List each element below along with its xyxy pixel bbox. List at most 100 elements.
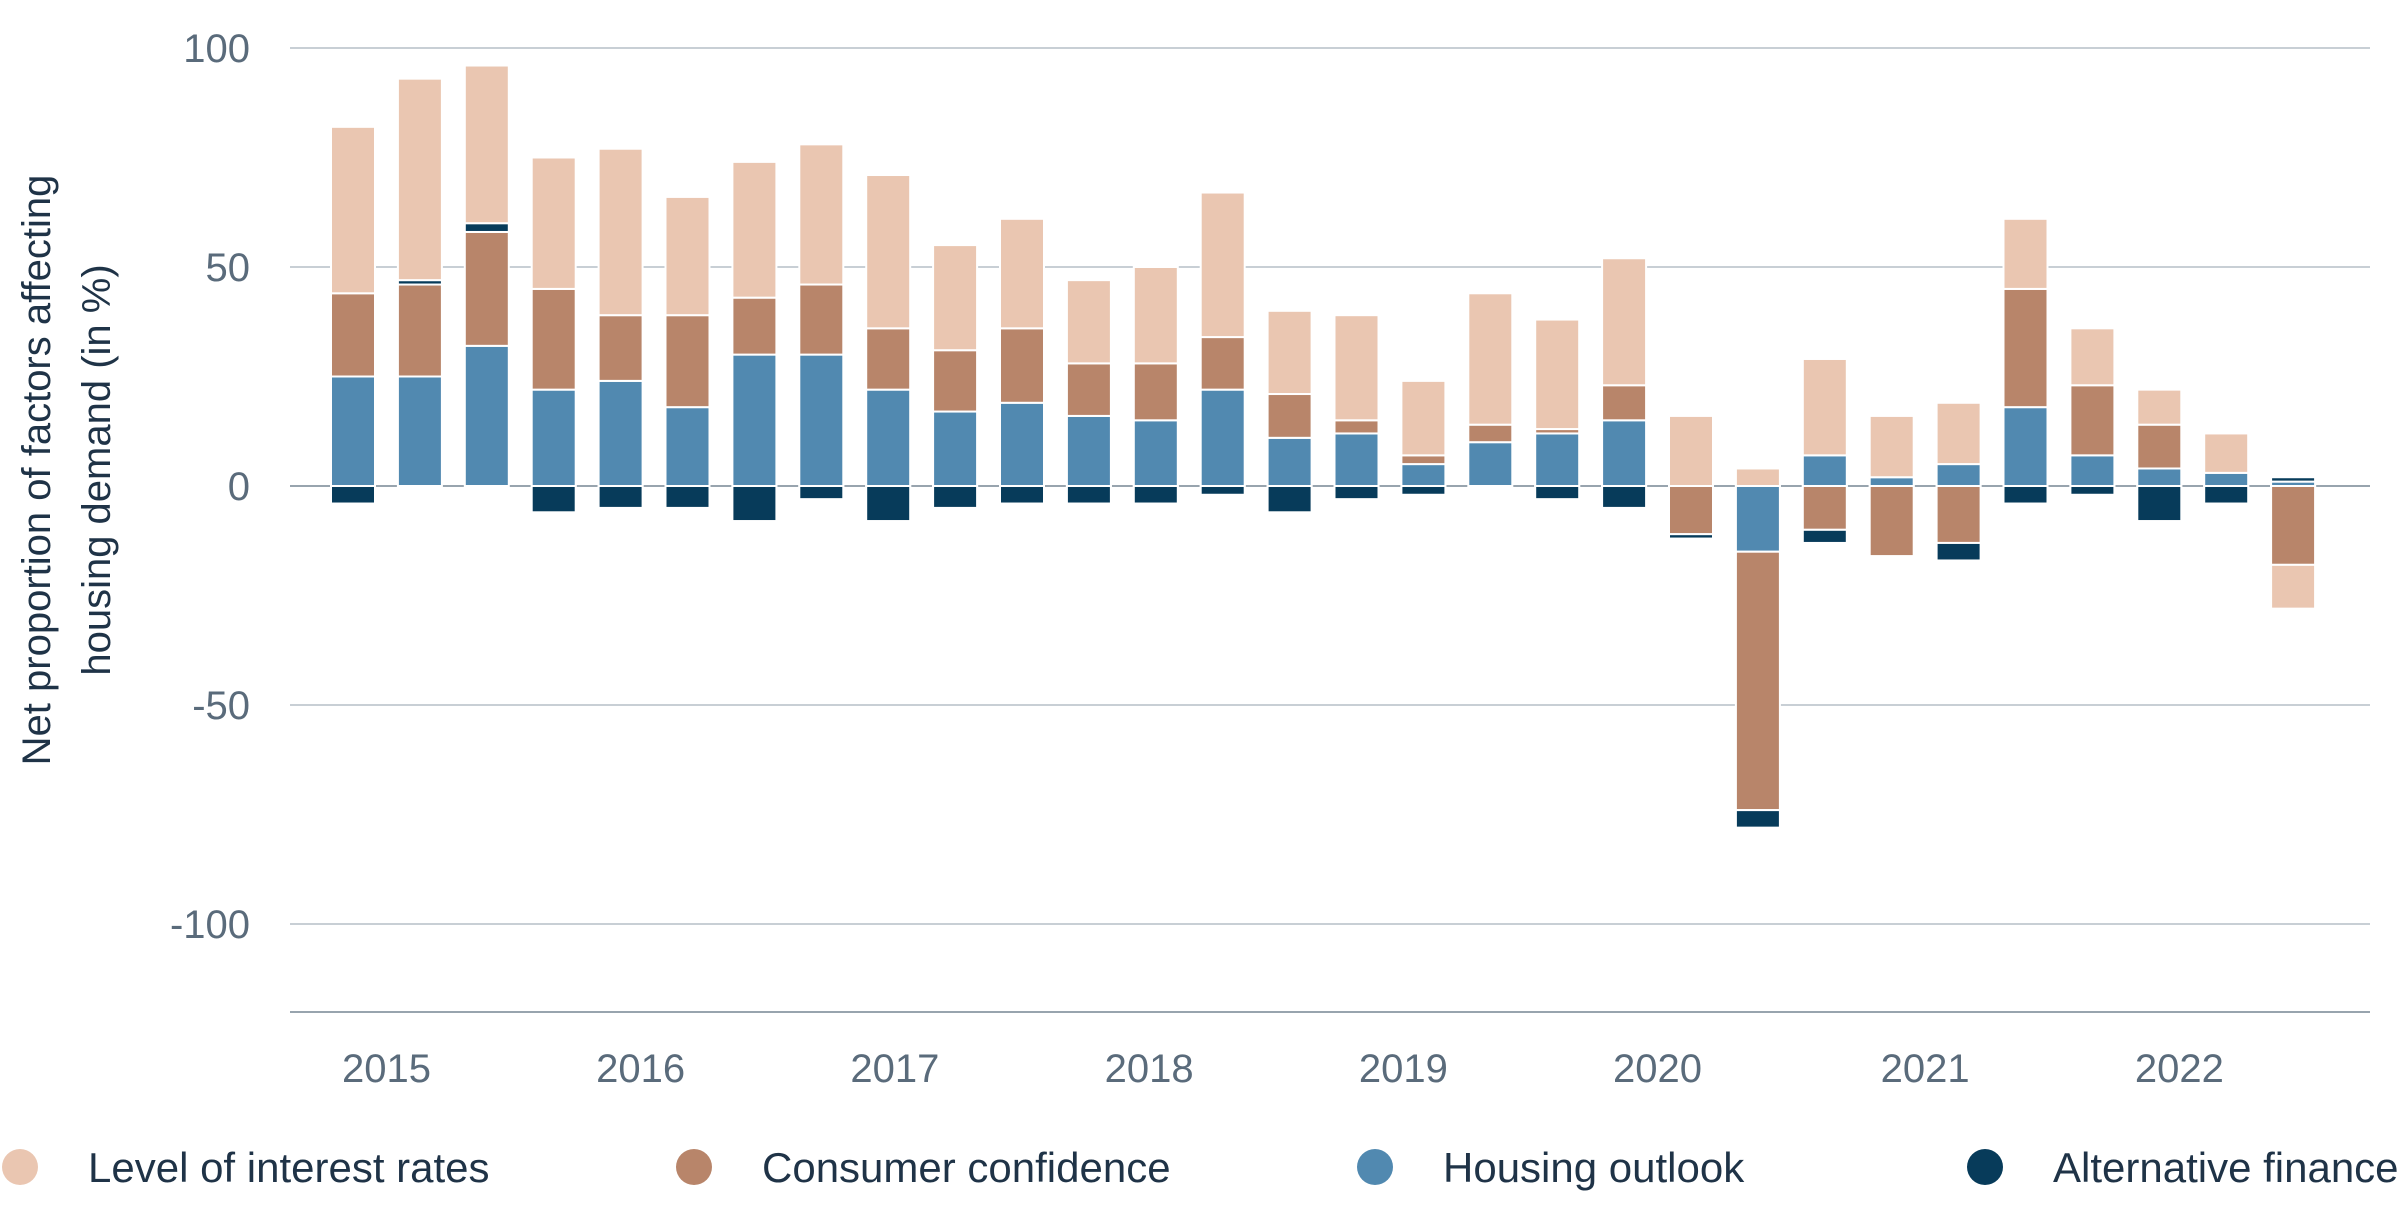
bar-2018-q3-consumer-confidence — [1266, 393, 1313, 439]
x-tick-label: 2020 — [1613, 1047, 1702, 1091]
bar-2017-q2-consumer-confidence — [932, 349, 979, 413]
bar-2015-q4-level-of-interest-rates — [530, 156, 577, 290]
bar-2019-q4-housing-outlook — [1601, 419, 1648, 487]
bar-2016-q2-level-of-interest-rates — [664, 195, 711, 317]
bar-2021-q4-level-of-interest-rates — [2136, 388, 2183, 426]
bar-2015-q4-consumer-confidence — [530, 287, 577, 391]
bar-2017-q1-level-of-interest-rates — [865, 174, 912, 330]
bar-2022-q2-alternative-finance — [2270, 476, 2317, 483]
bar-2020-q4-level-of-interest-rates — [1868, 414, 1915, 479]
bar-2017-q4-alternative-finance — [1065, 485, 1112, 505]
bar-2015-q4-housing-outlook — [530, 388, 577, 488]
bar-2020-q2-level-of-interest-rates — [1734, 467, 1781, 488]
bar-2020-q3-level-of-interest-rates — [1801, 357, 1848, 457]
bar-2022-q1-alternative-finance — [2203, 485, 2250, 505]
y-tick-label: -100 — [170, 903, 250, 947]
legend-swatch — [2, 1149, 38, 1185]
bar-2021-q3-level-of-interest-rates — [2069, 327, 2116, 387]
bar-2017-q3-alternative-finance — [999, 485, 1045, 505]
bar-2021-q3-consumer-confidence — [2069, 384, 2116, 457]
bar-2018-q3-alternative-finance — [1266, 485, 1313, 514]
bar-2017-q1-alternative-finance — [865, 485, 912, 523]
bar-2018-q1-level-of-interest-rates — [1132, 266, 1179, 365]
x-tick-label: 2019 — [1359, 1047, 1448, 1091]
bar-2015-q1-level-of-interest-rates — [330, 125, 376, 295]
y-tick-label: 50 — [206, 246, 251, 290]
bar-2016-q2-consumer-confidence — [664, 314, 711, 409]
bar-2021-q1-consumer-confidence — [1935, 485, 1982, 544]
bar-2020-q2-consumer-confidence — [1734, 550, 1781, 812]
bar-2016-q4-level-of-interest-rates — [798, 143, 845, 286]
bar-2019-q1-alternative-finance — [1400, 485, 1447, 496]
legend-swatch — [1967, 1149, 2003, 1185]
y-tick-label: 100 — [183, 27, 250, 71]
bar-2015-q3-level-of-interest-rates — [463, 64, 510, 225]
bar-2017-q3-consumer-confidence — [999, 327, 1045, 404]
legend-swatch — [676, 1149, 712, 1185]
y-tick-label: 0 — [228, 465, 250, 509]
bar-2016-q1-consumer-confidence — [597, 314, 644, 382]
x-tick-label: 2016 — [596, 1047, 685, 1091]
bar-2018-q4-alternative-finance — [1333, 485, 1380, 501]
bar-2018-q3-level-of-interest-rates — [1266, 309, 1313, 396]
bar-2020-q1-consumer-confidence — [1668, 485, 1714, 536]
bar-2021-q4-housing-outlook — [2136, 467, 2183, 488]
bar-2021-q2-alternative-finance — [2002, 485, 2049, 505]
bar-2016-q1-alternative-finance — [597, 485, 644, 509]
bar-2015-q3-consumer-confidence — [463, 230, 510, 347]
legend-item-level-of-interest-rates: Level of interest rates — [2, 1144, 490, 1191]
bar-2018-q4-consumer-confidence — [1333, 419, 1380, 435]
bar-2017-q3-housing-outlook — [999, 401, 1045, 487]
bar-2015-q1-consumer-confidence — [330, 292, 376, 378]
bar-2018-q2-level-of-interest-rates — [1199, 191, 1246, 339]
bar-2022-q2-consumer-confidence — [2270, 485, 2317, 566]
legend-item-housing-outlook: Housing outlook — [1357, 1144, 1745, 1191]
bar-2017-q1-consumer-confidence — [865, 327, 912, 391]
bar-2017-q4-housing-outlook — [1065, 414, 1112, 488]
bar-2020-q1-alternative-finance — [1668, 533, 1714, 540]
x-axis-ticks: 2015 2016 2017 2018 2019 2020 2021 2022 — [342, 1047, 2224, 1091]
bar-2020-q3-housing-outlook — [1801, 454, 1848, 487]
bar-2017-q2-alternative-finance — [932, 485, 979, 509]
bar-2019-q1-level-of-interest-rates — [1400, 379, 1447, 457]
bar-2017-q2-level-of-interest-rates — [932, 244, 979, 352]
bar-2016-q3-consumer-confidence — [731, 296, 778, 356]
bar-2022-q2-level-of-interest-rates — [2270, 563, 2317, 610]
bar-2018-q2-consumer-confidence — [1199, 336, 1246, 391]
bar-2020-q2-alternative-finance — [1734, 809, 1781, 829]
y-axis-label: Net proportion of factors affecting housi… — [15, 175, 119, 766]
bar-2021-q3-housing-outlook — [2069, 454, 2116, 487]
bar-2020-q4-housing-outlook — [1868, 476, 1915, 487]
y-axis-ticks: 100 50 0 -50 -100 — [170, 27, 250, 947]
bar-2016-q1-level-of-interest-rates — [597, 147, 644, 317]
bar-2015-q2-housing-outlook — [396, 375, 443, 487]
bar-2021-q2-consumer-confidence — [2002, 287, 2049, 409]
bar-2015-q3-housing-outlook — [463, 344, 510, 487]
bar-2017-q3-level-of-interest-rates — [999, 217, 1045, 330]
legend-label: Alternative finance — [2053, 1144, 2399, 1191]
x-tick-label: 2018 — [1105, 1047, 1194, 1091]
bar-2019-q2-consumer-confidence — [1467, 423, 1514, 444]
legend: Level of interest rates Consumer confiden… — [2, 1144, 2399, 1191]
bar-2019-q1-housing-outlook — [1400, 463, 1447, 488]
bar-2022-q1-housing-outlook — [2203, 471, 2250, 487]
bar-2019-q3-alternative-finance — [1534, 485, 1581, 501]
bar-2016-q2-housing-outlook — [664, 406, 711, 487]
bar-2019-q3-housing-outlook — [1534, 432, 1581, 488]
bar-2017-q2-housing-outlook — [932, 410, 979, 488]
bar-2021-q4-consumer-confidence — [2136, 423, 2183, 470]
bar-2018-q4-level-of-interest-rates — [1333, 314, 1380, 422]
bar-2021-q2-level-of-interest-rates — [2002, 217, 2049, 290]
y-tick-label: -50 — [192, 684, 250, 728]
bar-2018-q1-housing-outlook — [1132, 419, 1179, 487]
bar-2021-q3-alternative-finance — [2069, 485, 2116, 496]
bar-2017-q4-level-of-interest-rates — [1065, 279, 1112, 365]
bar-2019-q2-housing-outlook — [1467, 441, 1514, 488]
bar-2016-q4-housing-outlook — [798, 353, 845, 487]
bar-2021-q1-alternative-finance — [1935, 541, 1982, 562]
bar-2021-q4-alternative-finance — [2136, 485, 2183, 523]
bar-2019-q1-consumer-confidence — [1400, 454, 1447, 466]
bar-2018-q4-housing-outlook — [1333, 432, 1380, 488]
bar-2015-q3-alternative-finance — [463, 222, 510, 233]
